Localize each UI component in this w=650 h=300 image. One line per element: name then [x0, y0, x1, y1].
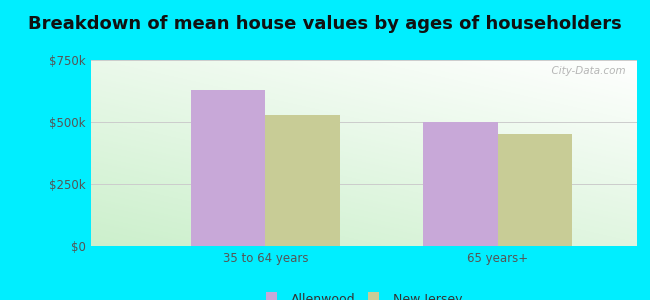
Text: City-Data.com: City-Data.com [545, 66, 626, 76]
Bar [498, 134, 572, 246]
Bar [423, 122, 498, 246]
Legend: Allenwood, New Jersey: Allenwood, New Jersey [266, 293, 462, 300]
Bar [191, 90, 265, 246]
Text: Breakdown of mean house values by ages of householders: Breakdown of mean house values by ages o… [28, 15, 622, 33]
Bar [265, 115, 339, 246]
